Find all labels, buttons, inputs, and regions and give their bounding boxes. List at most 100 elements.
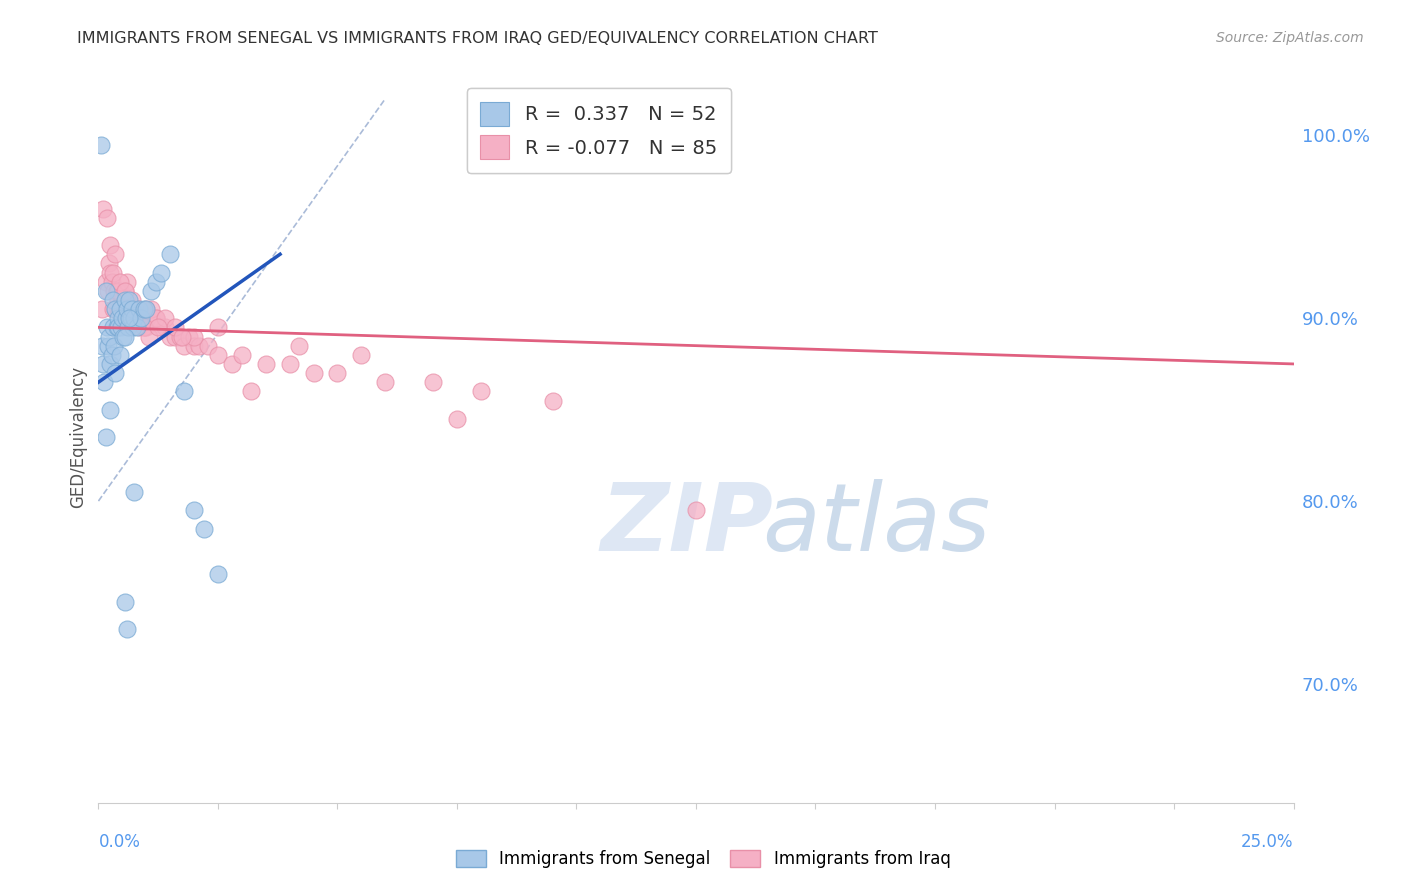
Point (163, 329, 186, 343)
Point (139, 311, 162, 326)
Point (118, 311, 141, 326)
Text: 25.0%: 25.0% (1241, 833, 1294, 851)
Point (93, 376, 115, 390)
Point (187, 339, 209, 353)
Point (98, 238, 122, 252)
Point (115, 302, 138, 317)
Point (193, 522, 215, 536)
Point (104, 302, 127, 317)
Point (172, 329, 194, 343)
Point (96, 320, 118, 334)
Point (124, 485, 146, 500)
Point (541, 393, 564, 408)
Point (121, 320, 143, 334)
Point (112, 329, 135, 343)
Point (97, 329, 120, 343)
Point (118, 311, 141, 326)
Point (117, 302, 139, 317)
Point (118, 302, 141, 317)
Point (128, 320, 150, 334)
Point (111, 293, 134, 307)
Point (108, 302, 131, 317)
Point (155, 320, 177, 334)
Point (94, 284, 117, 298)
Point (159, 329, 181, 343)
Point (145, 275, 167, 289)
Point (163, 320, 186, 334)
Point (124, 311, 146, 326)
Point (148, 320, 170, 334)
Text: ZIP: ZIP (600, 479, 773, 571)
Text: IMMIGRANTS FROM SENEGAL VS IMMIGRANTS FROM IRAQ GED/EQUIVALENCY CORRELATION CHAR: IMMIGRANTS FROM SENEGAL VS IMMIGRANTS FR… (77, 31, 879, 46)
Point (105, 284, 128, 298)
Point (110, 320, 132, 334)
Legend: R =  0.337   N = 52, R = -0.077   N = 85: R = 0.337 N = 52, R = -0.077 N = 85 (467, 88, 731, 173)
Point (111, 311, 134, 326)
Point (107, 284, 129, 298)
Point (115, 275, 138, 289)
Point (91, 202, 114, 216)
Point (114, 293, 136, 307)
Point (121, 302, 143, 317)
Point (159, 247, 181, 261)
Point (107, 311, 129, 326)
Point (183, 339, 205, 353)
Point (118, 293, 141, 307)
Point (374, 376, 396, 390)
Point (91, 357, 114, 371)
Point (179, 329, 201, 343)
Point (240, 384, 263, 399)
Point (207, 320, 229, 334)
Point (132, 302, 155, 317)
Point (124, 311, 146, 326)
Point (97, 256, 120, 270)
Point (231, 348, 253, 362)
Point (446, 412, 468, 426)
Point (278, 357, 301, 371)
Point (101, 266, 124, 280)
Point (173, 339, 195, 353)
Legend: Immigrants from Senegal, Immigrants from Iraq: Immigrants from Senegal, Immigrants from… (449, 843, 957, 875)
Point (470, 384, 492, 399)
Point (90, 137, 112, 152)
Point (108, 275, 131, 289)
Point (104, 247, 127, 261)
Point (197, 339, 219, 353)
Point (115, 311, 138, 326)
Point (135, 302, 157, 317)
Point (97, 284, 120, 298)
Point (221, 357, 243, 371)
Point (107, 293, 129, 307)
Point (169, 329, 191, 343)
Point (111, 302, 134, 317)
Point (94, 275, 117, 289)
Point (207, 567, 229, 582)
Point (139, 302, 162, 317)
Point (288, 339, 311, 353)
Point (121, 302, 143, 317)
Text: atlas: atlas (762, 479, 990, 570)
Point (104, 366, 127, 380)
Point (145, 311, 167, 326)
Point (101, 293, 124, 307)
Point (110, 302, 132, 317)
Point (326, 366, 349, 380)
Point (101, 302, 124, 317)
Point (114, 284, 136, 298)
Point (112, 311, 135, 326)
Point (120, 311, 142, 326)
Point (155, 311, 177, 326)
Y-axis label: GED/Equivalency: GED/Equivalency (69, 366, 87, 508)
Point (124, 311, 146, 326)
Point (125, 320, 148, 334)
Point (120, 302, 142, 317)
Point (103, 339, 125, 353)
Point (302, 366, 325, 380)
Point (115, 622, 138, 636)
Point (128, 311, 150, 326)
Point (98, 402, 122, 417)
Point (121, 311, 143, 326)
Point (114, 329, 136, 343)
Point (128, 302, 150, 317)
Point (107, 302, 129, 317)
